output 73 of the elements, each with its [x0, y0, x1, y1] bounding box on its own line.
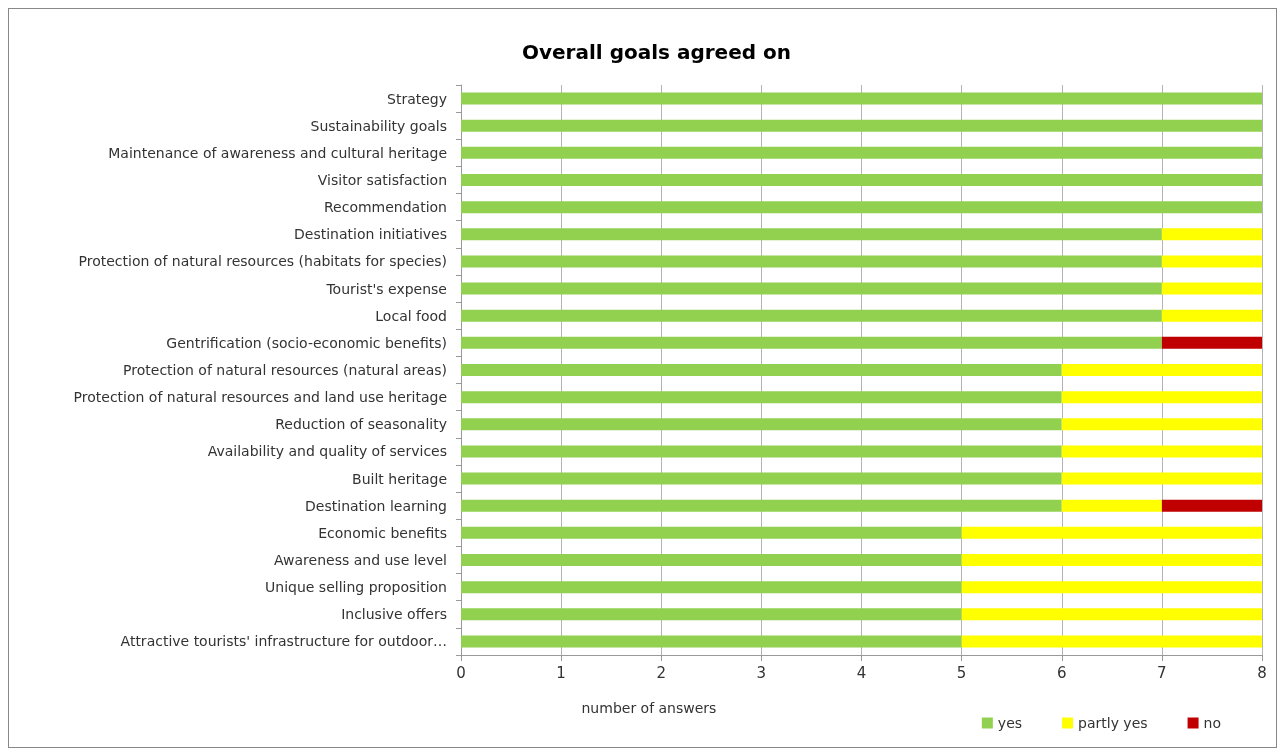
bar	[461, 336, 1162, 349]
bar	[461, 472, 1062, 485]
y-tick-label: Inclusive offers	[341, 606, 447, 623]
y-tick-label: Awareness and use level	[274, 552, 447, 568]
chart-title: Overall goals agreed on	[522, 40, 791, 64]
y-tick-label: Visitor satisfaction	[317, 172, 447, 188]
bar	[461, 635, 962, 648]
bar	[461, 282, 1162, 295]
bar	[1061, 472, 1262, 485]
bar	[461, 92, 1262, 105]
bar	[1161, 309, 1262, 322]
y-tick-label: Built heritage	[352, 470, 447, 487]
bar	[1061, 418, 1262, 431]
y-tick-label: Destination initiatives	[294, 226, 447, 243]
y-tick-label: Tourist's expense	[325, 280, 447, 297]
bar	[461, 418, 1062, 431]
bar	[461, 255, 1162, 268]
y-tick-label: Attractive tourists' infrastructure for outdoor…	[120, 633, 447, 650]
bar	[961, 554, 1262, 566]
x-tick-label: 3	[756, 663, 767, 682]
bar	[961, 581, 1262, 594]
bar	[461, 174, 1262, 186]
y-tick-label: Sustainability goals	[310, 117, 447, 134]
y-tick-label: Protection of natural resources (natural areas)	[123, 362, 447, 378]
bar	[461, 554, 962, 566]
legend-label: no	[1203, 715, 1222, 731]
bar	[1161, 228, 1262, 241]
bar	[461, 391, 1062, 404]
y-tick-label: Protection of natural resources (habitats for species)	[78, 253, 447, 270]
y-tick-label: Recommendation	[323, 199, 447, 216]
bar	[461, 445, 1062, 458]
bar	[1161, 499, 1262, 512]
x-tick-label: 8	[1257, 663, 1267, 682]
bar	[461, 146, 1262, 159]
x-axis-title: number of answers	[581, 700, 717, 716]
y-tick-label: Strategy	[387, 90, 447, 107]
bar	[461, 309, 1162, 322]
bar	[1161, 336, 1262, 349]
y-tick-label: Gentrification (socio-economic benefits)	[166, 334, 447, 351]
bar	[461, 608, 962, 621]
y-tick-label: Protection of natural resources and land use heritage	[73, 389, 447, 406]
bar	[961, 608, 1262, 621]
legend-label: yes	[997, 715, 1023, 731]
bar	[1161, 282, 1262, 295]
y-tick-label: Destination learning	[305, 497, 447, 514]
bar	[1061, 445, 1262, 458]
bar	[1161, 255, 1262, 268]
bar	[961, 635, 1262, 648]
x-tick-label: 2	[656, 663, 667, 682]
x-tick-label: 7	[1157, 663, 1167, 682]
bar	[461, 499, 1062, 512]
y-tick-label: Maintenance of awareness and cultural heritage	[108, 144, 447, 161]
x-tick-label: 0	[456, 663, 466, 682]
bar	[1061, 364, 1262, 376]
bar	[461, 228, 1162, 241]
bar	[461, 526, 962, 539]
bar	[461, 581, 962, 594]
bar	[961, 526, 1262, 539]
bar	[1061, 391, 1262, 404]
y-tick-label: Economic benefits	[318, 524, 447, 541]
y-tick-label: Availability and quality of services	[207, 443, 447, 460]
x-tick-label: 1	[556, 663, 566, 682]
y-tick-label: Unique selling proposition	[265, 579, 447, 596]
bar	[461, 364, 1062, 376]
legend-label: partly yes	[1078, 715, 1148, 731]
y-tick-label: Local food	[375, 307, 447, 324]
x-tick-label: 6	[1056, 663, 1067, 682]
x-tick-label: 5	[956, 663, 967, 682]
y-tick-label: Reduction of seasonality	[275, 416, 447, 433]
bar	[461, 119, 1262, 132]
x-tick-label: 4	[856, 663, 867, 682]
bar	[1061, 499, 1162, 512]
bar	[461, 201, 1262, 214]
